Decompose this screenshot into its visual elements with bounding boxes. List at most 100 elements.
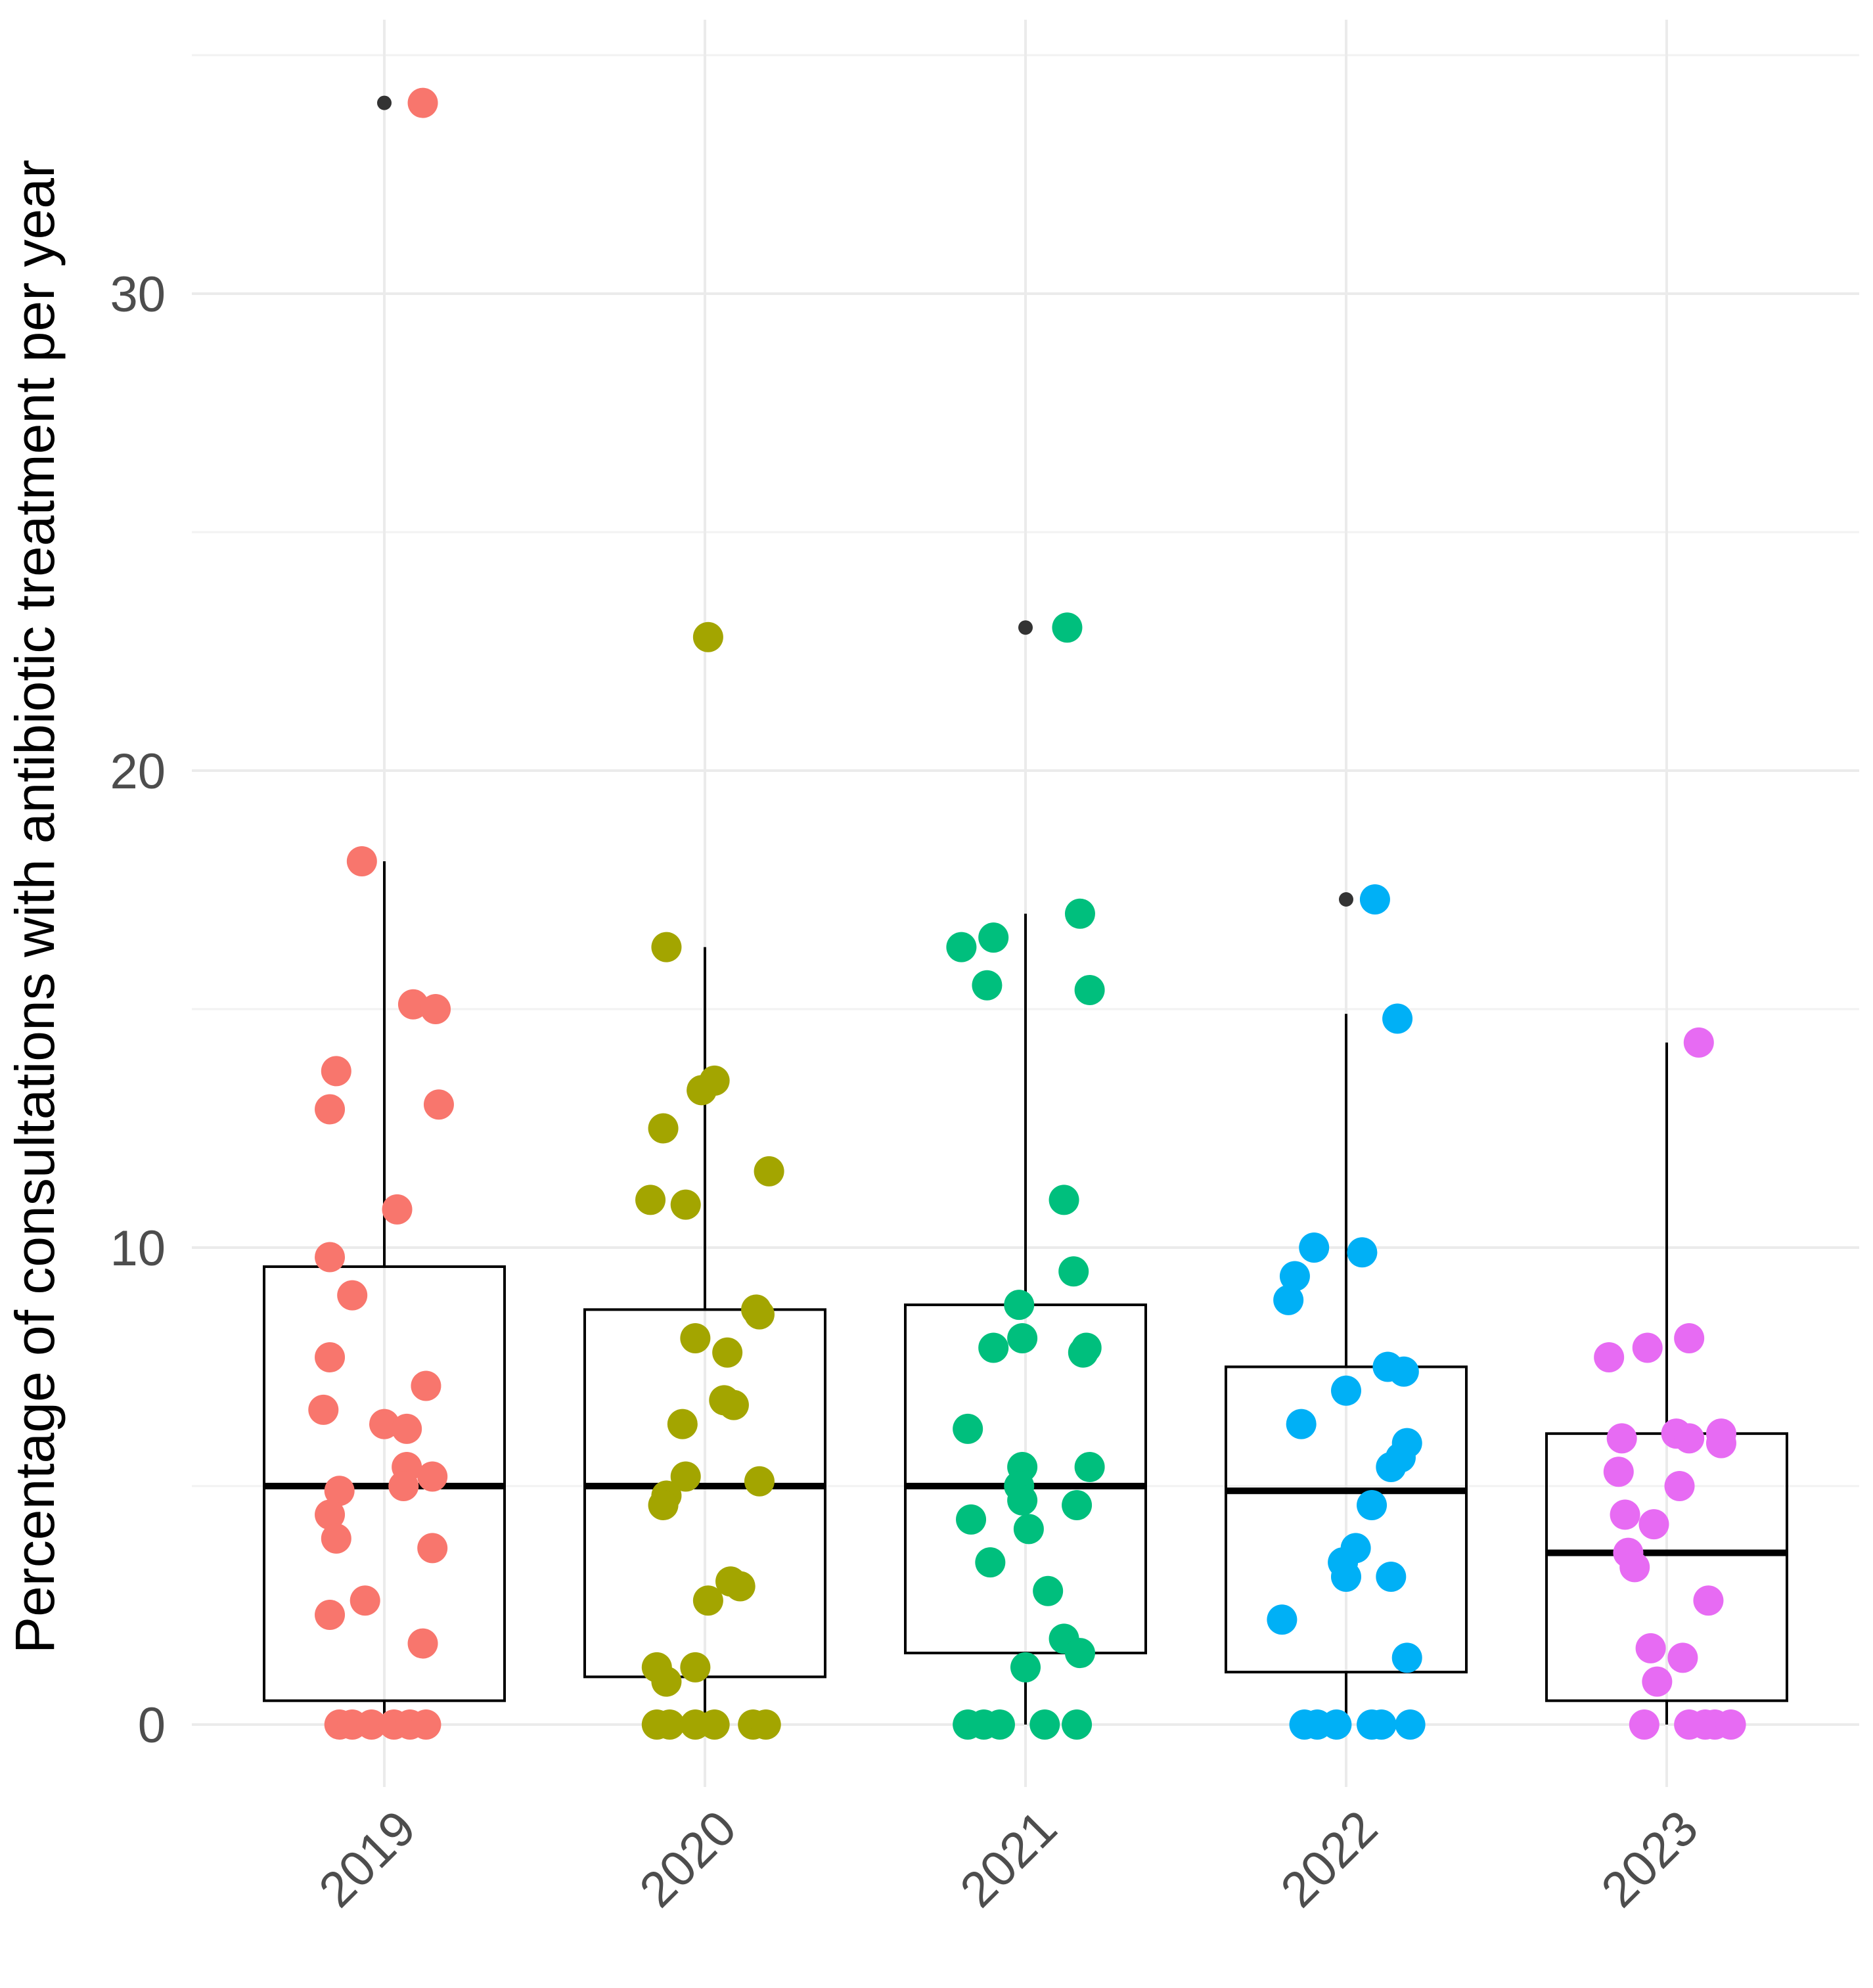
- data-point-2021: [1064, 1638, 1095, 1669]
- y-tick-label: 10: [110, 1221, 166, 1276]
- data-point-2022: [1267, 1604, 1298, 1635]
- data-point-2021: [1033, 1575, 1064, 1606]
- data-point-2022: [1331, 1561, 1361, 1592]
- jitter-points: [308, 87, 1746, 1740]
- data-point-2020: [670, 1189, 701, 1220]
- data-point-2021: [1010, 1652, 1041, 1683]
- data-point-2021: [1049, 1185, 1079, 1215]
- data-point-2023: [1664, 1471, 1695, 1501]
- y-axis-tick-labels: 0 10 20 30: [110, 267, 166, 1753]
- data-point-2022: [1286, 1409, 1317, 1439]
- data-point-2022: [1376, 1451, 1407, 1482]
- data-point-2020: [635, 1185, 666, 1215]
- data-point-2019: [315, 1242, 346, 1273]
- data-point-2023: [1619, 1552, 1650, 1583]
- y-tick-label: 20: [110, 744, 166, 800]
- data-point-2023: [1715, 1709, 1746, 1740]
- data-point-2021: [1013, 1514, 1044, 1545]
- data-point-2020: [654, 1709, 685, 1740]
- data-point-2019: [315, 1342, 346, 1372]
- data-point-2020: [648, 1490, 679, 1521]
- data-point-2021: [1062, 1490, 1093, 1521]
- data-point-2019: [324, 1476, 355, 1506]
- data-point-2023: [1638, 1509, 1669, 1540]
- data-point-2020: [680, 1652, 711, 1683]
- data-point-2021: [1068, 1337, 1098, 1368]
- data-point-2023: [1629, 1709, 1659, 1740]
- data-point-2020: [692, 1585, 723, 1616]
- data-point-2022: [1279, 1261, 1310, 1292]
- data-point-2019: [369, 1409, 399, 1439]
- data-point-2023: [1603, 1457, 1634, 1487]
- data-point-2022: [1388, 1356, 1419, 1387]
- data-point-2021: [978, 922, 1009, 953]
- data-point-2022: [1331, 1375, 1361, 1406]
- data-point-2021: [975, 1547, 1006, 1578]
- data-point-2019: [356, 1709, 387, 1740]
- data-point-2019: [407, 87, 438, 118]
- data-point-2021: [1058, 1256, 1089, 1287]
- outlier-point: [1018, 620, 1033, 635]
- data-point-2022: [1321, 1709, 1352, 1740]
- data-point-2022: [1347, 1237, 1378, 1268]
- data-point-2021: [953, 1413, 983, 1444]
- data-point-2020: [744, 1466, 775, 1497]
- data-point-2023: [1635, 1633, 1666, 1663]
- data-point-2021: [984, 1709, 1015, 1740]
- data-point-2022: [1357, 1490, 1388, 1521]
- data-point-2020: [699, 1709, 730, 1740]
- data-point-2020: [648, 1113, 679, 1144]
- data-point-2019: [315, 1600, 346, 1631]
- data-point-2020: [750, 1709, 781, 1740]
- data-point-2019: [315, 1094, 346, 1125]
- data-point-2021: [1007, 1485, 1038, 1516]
- data-point-2020: [712, 1337, 743, 1368]
- data-point-2019: [417, 1461, 448, 1492]
- data-point-2021: [1029, 1709, 1060, 1740]
- data-point-2019: [423, 1089, 454, 1120]
- data-point-2019: [346, 846, 377, 876]
- data-point-2020: [680, 1322, 711, 1353]
- box-plot-2019: [263, 95, 506, 1725]
- box-plot-2022: [1225, 892, 1468, 1725]
- y-tick-label: 30: [110, 267, 166, 323]
- data-point-2019: [315, 1499, 346, 1530]
- data-point-2022: [1376, 1561, 1407, 1592]
- data-point-2019: [411, 1370, 441, 1401]
- data-point-2023: [1606, 1423, 1637, 1454]
- data-point-2020: [651, 1666, 682, 1697]
- data-point-2022: [1366, 1709, 1397, 1740]
- data-point-2023: [1594, 1342, 1625, 1372]
- data-point-2021: [956, 1504, 987, 1535]
- data-point-2020: [725, 1571, 756, 1602]
- data-point-2023: [1610, 1499, 1640, 1530]
- data-point-2022: [1299, 1232, 1330, 1263]
- outlier-point: [1339, 892, 1353, 907]
- data-point-2022: [1395, 1709, 1426, 1740]
- data-point-2020: [692, 621, 723, 652]
- data-point-2019: [382, 1194, 413, 1225]
- data-point-2019: [388, 1471, 419, 1501]
- data-point-2021: [1074, 1451, 1105, 1482]
- data-point-2020: [687, 1075, 717, 1106]
- data-point-2021: [972, 970, 1003, 1001]
- x-tick-label: 2021: [949, 1800, 1068, 1918]
- y-tick-label: 0: [138, 1698, 166, 1753]
- data-point-2022: [1391, 1642, 1422, 1673]
- x-tick-label: 2023: [1591, 1800, 1709, 1918]
- data-point-2022: [1359, 884, 1390, 915]
- data-point-2021: [946, 932, 977, 962]
- data-point-2022: [1382, 1003, 1413, 1034]
- box-iqr: [1225, 1365, 1468, 1674]
- data-point-2021: [1064, 898, 1095, 929]
- data-point-2020: [754, 1156, 784, 1186]
- box-plot-2020: [583, 947, 826, 1725]
- data-point-2021: [1004, 1290, 1035, 1321]
- data-point-2021: [1062, 1709, 1093, 1740]
- data-point-2021: [1007, 1322, 1038, 1353]
- data-point-2023: [1674, 1423, 1705, 1454]
- data-point-2021: [1074, 974, 1105, 1005]
- data-point-2023: [1642, 1666, 1673, 1697]
- x-tick-label: 2022: [1270, 1800, 1388, 1918]
